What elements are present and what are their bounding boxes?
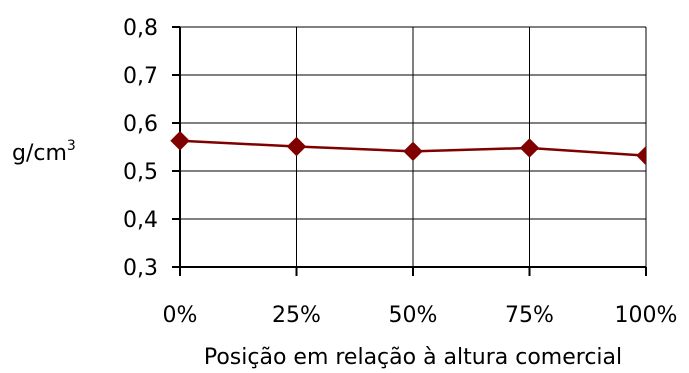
data-point-marker bbox=[403, 141, 423, 162]
x-tick-label: 100% bbox=[615, 303, 678, 328]
series-layer bbox=[170, 131, 646, 166]
data-point-marker bbox=[286, 136, 307, 157]
y-tick-label: 0,8 bbox=[123, 16, 158, 41]
y-axis-label: g/cm3 bbox=[12, 138, 76, 166]
axis-labels: g/cm3 Posição em relação à altura comerc… bbox=[12, 138, 622, 370]
x-axis-label: Posição em relação à altura comercial bbox=[204, 345, 622, 370]
y-tick-label: 0,4 bbox=[123, 208, 158, 233]
x-tick-label: 0% bbox=[163, 303, 198, 328]
x-tick-label: 25% bbox=[272, 303, 321, 328]
tick-labels: 0,3 0,4 0,5 0,6 0,7 0,8 0% 25% 50% 75% 100% bbox=[123, 16, 677, 328]
x-tick-label: 75% bbox=[505, 303, 554, 328]
y-axis-label-superscript: 3 bbox=[67, 138, 76, 154]
data-point-marker bbox=[170, 131, 190, 151]
x-tick-label: 50% bbox=[389, 303, 438, 328]
data-point-marker bbox=[636, 145, 646, 166]
y-tick-label: 0,5 bbox=[123, 160, 158, 185]
y-tick-label: 0,7 bbox=[123, 64, 158, 89]
y-tick-label: 0,3 bbox=[123, 256, 158, 281]
data-point-marker bbox=[519, 138, 540, 158]
y-tick-label: 0,6 bbox=[123, 112, 158, 137]
series-group bbox=[170, 131, 646, 166]
y-axis-label-unit: g/cm bbox=[12, 141, 67, 166]
